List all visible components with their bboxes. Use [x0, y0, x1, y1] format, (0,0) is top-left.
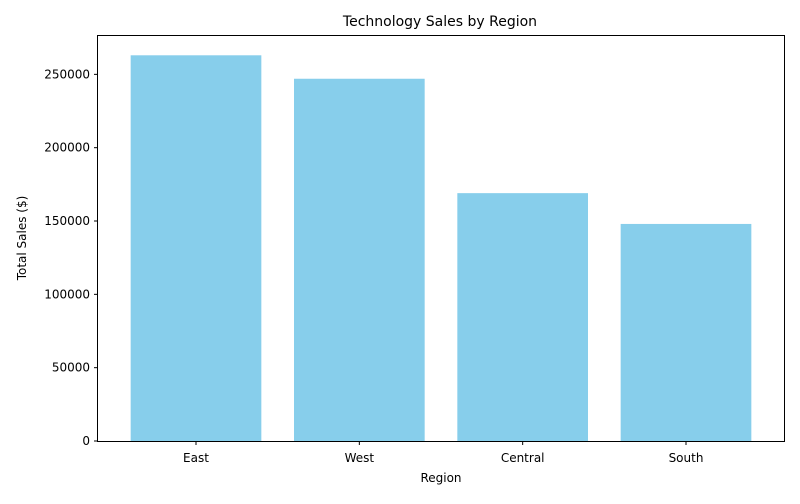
- y-tick-label: 150000: [44, 214, 90, 228]
- y-tick-label: 200000: [44, 141, 90, 155]
- x-axis-label: Region: [420, 471, 461, 485]
- x-tick-label: Central: [501, 451, 545, 465]
- chart-title: Technology Sales by Region: [342, 14, 537, 30]
- plot-frame: [97, 35, 785, 442]
- y-tick-label: 250000: [44, 67, 90, 81]
- bars-group: [130, 55, 752, 441]
- x-axis-ticks: East West Central South: [183, 441, 703, 465]
- bar-west: [294, 78, 425, 441]
- y-axis-ticks: 0 50000 100000 150000 200000 250000: [44, 67, 98, 448]
- bar-east: [130, 55, 262, 441]
- bar-central: [457, 193, 588, 441]
- x-tick-label: West: [345, 451, 375, 465]
- x-tick-label: South: [669, 451, 704, 465]
- bar-south: [620, 223, 752, 441]
- x-tick-label: East: [183, 451, 209, 465]
- y-tick-label: 100000: [44, 287, 90, 301]
- y-tick-label: 50000: [52, 361, 90, 375]
- y-tick-label: 0: [82, 434, 90, 448]
- y-axis-label: Total Sales ($): [15, 196, 29, 282]
